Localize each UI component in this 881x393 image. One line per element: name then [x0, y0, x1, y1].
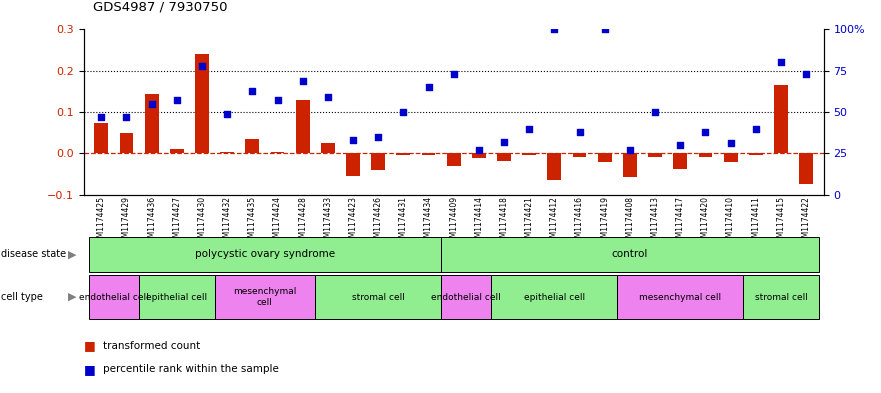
Bar [547, 153, 561, 180]
Text: transformed count: transformed count [103, 341, 200, 351]
Point [472, 147, 486, 153]
Bar [573, 153, 587, 157]
Point [371, 134, 385, 140]
Bar [497, 153, 511, 161]
Bar [371, 153, 385, 170]
Point [648, 109, 663, 115]
Point [321, 94, 335, 100]
Text: ▶: ▶ [68, 292, 77, 302]
Point [522, 125, 537, 132]
Bar [699, 153, 713, 157]
Bar [346, 153, 360, 176]
Point [497, 139, 511, 145]
Text: percentile rank within the sample: percentile rank within the sample [103, 364, 279, 375]
Text: stromal cell: stromal cell [352, 293, 404, 301]
Bar [723, 153, 737, 162]
Point [547, 26, 561, 33]
Text: endothelial cell: endothelial cell [432, 293, 501, 301]
Point [220, 110, 234, 117]
Bar [315, 275, 441, 320]
Bar [492, 275, 618, 320]
Bar [321, 143, 335, 153]
Text: epithelial cell: epithelial cell [146, 293, 207, 301]
Point [170, 97, 184, 104]
Bar [441, 237, 818, 272]
Point [94, 114, 108, 120]
Text: mesenchymal
cell: mesenchymal cell [233, 287, 297, 307]
Bar [195, 54, 209, 153]
Bar [296, 99, 309, 153]
Bar [441, 275, 492, 320]
Point [723, 140, 737, 147]
Bar [749, 153, 763, 155]
Text: stromal cell: stromal cell [754, 293, 807, 301]
Point [699, 129, 713, 135]
Bar [673, 153, 687, 169]
Bar [89, 275, 139, 320]
Point [573, 129, 587, 135]
Bar [618, 275, 744, 320]
Bar [648, 153, 662, 157]
Text: mesenchymal cell: mesenchymal cell [640, 293, 722, 301]
Bar [246, 139, 259, 153]
Point [195, 62, 209, 69]
Bar [522, 153, 537, 155]
Text: epithelial cell: epithelial cell [524, 293, 585, 301]
Point [144, 101, 159, 107]
Bar [744, 275, 818, 320]
Text: ▶: ▶ [68, 250, 77, 259]
Text: control: control [611, 250, 648, 259]
Bar [89, 237, 441, 272]
Bar [396, 153, 411, 155]
Point [623, 147, 637, 153]
Point [749, 125, 763, 132]
Point [346, 137, 360, 143]
Bar [94, 123, 108, 153]
Point [447, 71, 461, 77]
Point [673, 142, 687, 148]
Text: endothelial cell: endothelial cell [79, 293, 149, 301]
Point [597, 26, 611, 33]
Bar [774, 85, 788, 153]
Bar [139, 275, 215, 320]
Point [799, 71, 813, 77]
Point [421, 84, 435, 90]
Bar [799, 153, 813, 184]
Point [245, 87, 259, 94]
Text: ■: ■ [84, 339, 95, 353]
Point [270, 97, 285, 104]
Point [296, 77, 310, 84]
Bar [270, 152, 285, 153]
Bar [220, 152, 234, 153]
Bar [144, 94, 159, 153]
Bar [120, 132, 133, 153]
Bar [422, 153, 435, 155]
Bar [447, 153, 461, 165]
Bar [598, 153, 611, 162]
Point [120, 114, 134, 120]
Bar [215, 275, 315, 320]
Text: cell type: cell type [1, 292, 43, 302]
Point [774, 59, 788, 66]
Bar [170, 149, 184, 153]
Bar [623, 153, 637, 177]
Text: polycystic ovary syndrome: polycystic ovary syndrome [195, 250, 335, 259]
Bar [472, 153, 485, 158]
Point [396, 109, 411, 115]
Text: disease state: disease state [1, 250, 66, 259]
Text: ■: ■ [84, 363, 95, 376]
Text: GDS4987 / 7930750: GDS4987 / 7930750 [93, 1, 227, 14]
